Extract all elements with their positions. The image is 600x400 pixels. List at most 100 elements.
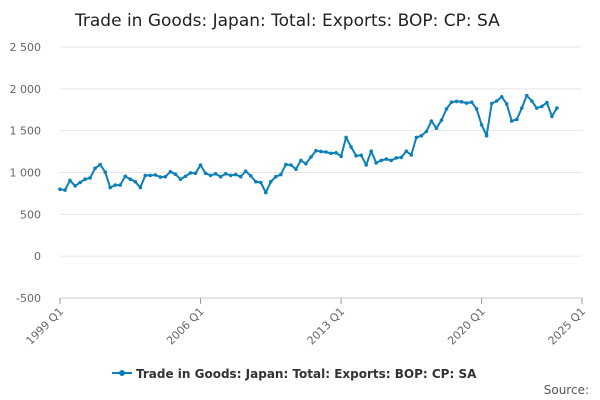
data-point <box>499 95 504 99</box>
data-point <box>208 173 213 178</box>
data-point <box>218 174 223 179</box>
data-point <box>439 118 444 122</box>
data-point <box>304 161 308 166</box>
x-tick-label: 2020 Q1 <box>445 305 488 348</box>
data-point <box>93 166 97 171</box>
data-point <box>138 185 143 190</box>
data-point <box>535 106 539 110</box>
data-point <box>479 123 484 127</box>
data-point <box>349 145 353 149</box>
data-point <box>525 93 529 98</box>
data-point <box>515 117 519 122</box>
data-point <box>550 114 554 119</box>
x-tick-label: 2013 Q1 <box>305 305 348 348</box>
data-point <box>545 100 549 105</box>
data-point <box>530 99 534 103</box>
series-layer <box>58 93 559 195</box>
data-point <box>509 119 514 123</box>
data-point <box>198 163 203 167</box>
data-point <box>178 177 183 181</box>
data-point <box>128 177 133 181</box>
data-point <box>504 102 509 106</box>
data-point <box>404 149 409 153</box>
data-point <box>213 172 218 176</box>
data-point <box>113 183 117 187</box>
data-point <box>555 106 559 110</box>
data-point <box>264 190 268 195</box>
chart-title: Trade in Goods: Japan: Total: Exports: B… <box>74 11 500 31</box>
data-point <box>103 170 107 174</box>
data-point <box>414 135 419 140</box>
data-point <box>434 126 439 130</box>
data-point <box>309 155 313 159</box>
data-point <box>163 174 168 179</box>
y-tick-label: 2 000 <box>10 83 42 96</box>
data-point <box>238 174 243 179</box>
data-point <box>233 172 238 177</box>
data-point <box>444 107 449 111</box>
gridlines <box>60 46 582 299</box>
legend-marker-swatch <box>119 370 125 376</box>
data-point <box>269 179 273 184</box>
data-point <box>118 183 122 187</box>
data-point <box>108 185 112 190</box>
y-tick-label: 500 <box>20 208 41 221</box>
data-point <box>459 100 464 104</box>
y-tick-label: 1 500 <box>10 125 42 138</box>
y-tick-label: 0 <box>34 250 41 263</box>
data-point <box>88 176 92 180</box>
data-point <box>279 172 283 177</box>
data-point <box>243 169 248 173</box>
data-point <box>153 173 158 177</box>
data-point <box>299 158 303 163</box>
data-point <box>58 187 62 191</box>
data-point <box>83 177 87 181</box>
data-point <box>68 178 72 183</box>
data-point <box>369 149 374 153</box>
data-point <box>389 158 394 163</box>
data-point <box>254 179 258 184</box>
x-axis: 1999 Q1 2006 Q1 2013 Q1 2020 Q1 2025 Q1 <box>24 297 588 348</box>
data-point <box>133 179 138 184</box>
y-tick-label: -500 <box>16 292 41 305</box>
x-tick-label: 2006 Q1 <box>164 305 207 348</box>
data-point <box>379 158 384 163</box>
x-tick-label: 1999 Q1 <box>24 305 67 348</box>
y-tick-label: 1 000 <box>10 167 42 180</box>
legend[interactable]: Trade in Goods: Japan: Total: Exports: B… <box>112 367 477 381</box>
data-point <box>188 171 193 175</box>
legend-label: Trade in Goods: Japan: Total: Exports: B… <box>136 367 477 381</box>
data-point <box>98 162 102 167</box>
data-point <box>289 163 293 167</box>
data-point <box>394 156 399 160</box>
data-point <box>274 174 278 179</box>
data-point <box>449 100 454 104</box>
data-point <box>520 106 524 110</box>
data-point <box>123 174 128 179</box>
y-axis: 2 500 2 000 1 500 1 000 500 0 -500 <box>10 41 42 305</box>
data-point <box>248 174 253 178</box>
y-tick-label: 2 500 <box>10 41 42 54</box>
source-label: Source: <box>544 383 589 397</box>
data-point <box>173 172 178 176</box>
data-point <box>424 129 429 134</box>
data-point <box>168 169 173 174</box>
data-point <box>494 99 499 103</box>
series-line <box>59 94 558 194</box>
data-point <box>314 148 318 153</box>
data-point <box>364 163 369 167</box>
data-point <box>183 174 188 179</box>
data-point <box>63 188 67 192</box>
data-point <box>409 153 414 157</box>
data-point <box>339 154 343 158</box>
data-point <box>73 184 77 188</box>
data-point <box>223 172 228 176</box>
data-point <box>484 133 489 138</box>
data-point <box>334 151 338 155</box>
data-point <box>419 133 424 138</box>
data-point <box>374 161 379 165</box>
data-point <box>474 107 479 111</box>
data-point <box>148 173 153 178</box>
data-point <box>469 100 474 104</box>
data-point <box>464 101 469 105</box>
